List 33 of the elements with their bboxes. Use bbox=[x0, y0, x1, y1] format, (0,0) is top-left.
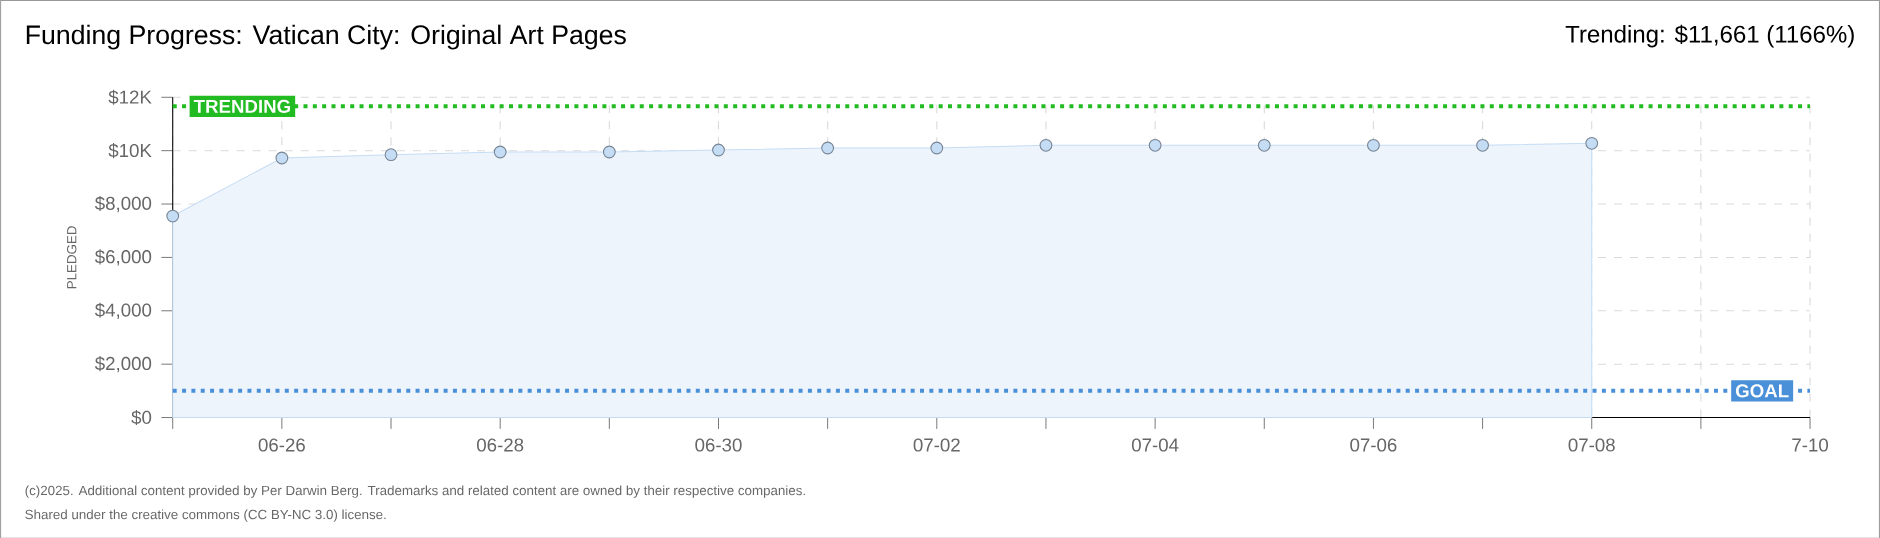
x-tick-label: 7-10 bbox=[1792, 437, 1829, 452]
point bbox=[1367, 138, 1380, 152]
point bbox=[275, 151, 289, 164]
point bbox=[712, 143, 725, 156]
x-tick-label: 06-26 bbox=[258, 437, 305, 452]
point bbox=[384, 147, 398, 161]
y-tick-label: $0 bbox=[131, 409, 152, 425]
y-tick-label: $12K bbox=[108, 89, 152, 105]
x-tick-label: 07-04 bbox=[1131, 437, 1179, 452]
point bbox=[1039, 138, 1053, 152]
x-tick-label: 07-06 bbox=[1350, 437, 1397, 452]
point bbox=[930, 141, 944, 154]
x-tick-label: 06-30 bbox=[695, 437, 742, 452]
y-tick-label: $10K bbox=[108, 142, 152, 158]
y-tick-label: $4,000 bbox=[94, 302, 152, 319]
y-tick-label: $8,000 bbox=[94, 195, 152, 212]
x-tick-label: 06-28 bbox=[477, 437, 524, 452]
ref-line-label: TRENDING bbox=[193, 99, 290, 113]
point bbox=[821, 141, 835, 154]
point bbox=[1585, 136, 1599, 150]
point bbox=[166, 209, 180, 223]
point bbox=[1257, 138, 1271, 152]
y-tick-label: $2,000 bbox=[94, 355, 152, 372]
x-tick-label: 07-08 bbox=[1568, 437, 1615, 452]
point bbox=[1476, 138, 1489, 152]
y-tick-label: $6,000 bbox=[94, 248, 152, 266]
point bbox=[1148, 138, 1162, 152]
chart-title: Funding Progress: Vatican City: Original Art Pages bbox=[26, 24, 626, 50]
ref-line-label: GOAL bbox=[1735, 383, 1789, 398]
point bbox=[602, 145, 616, 158]
x-tick-label: 07-02 bbox=[913, 437, 960, 452]
point bbox=[493, 145, 507, 158]
text: Trending: $11,661 (1166%) bbox=[1565, 24, 1854, 47]
